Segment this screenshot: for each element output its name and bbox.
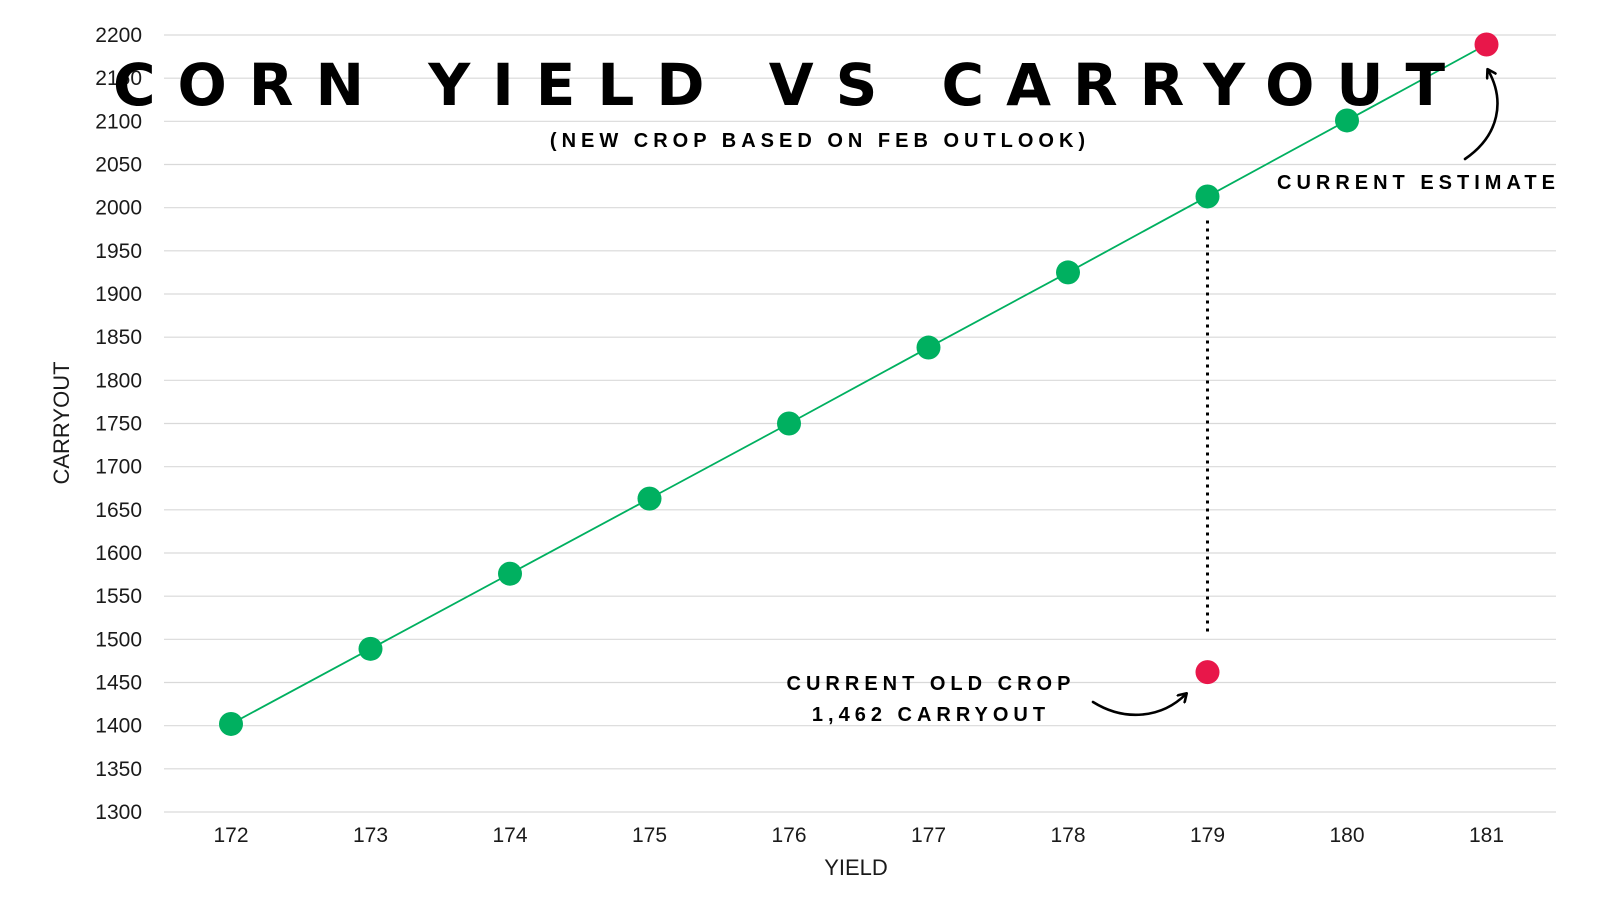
- y-tick-label: 1850: [95, 326, 142, 349]
- current-estimate-label: CURRENT ESTIMATE: [1277, 172, 1560, 194]
- old-crop-label-line1: CURRENT OLD CROP: [787, 673, 1076, 695]
- y-tick-label: 1450: [95, 672, 142, 695]
- y-tick-label: 2000: [95, 197, 142, 220]
- current-estimate-arrow: [1463, 70, 1499, 161]
- y-tick-label: 1500: [95, 628, 142, 651]
- x-axis-ticks: 172 173 174 175 176 177 178 179 180 181: [213, 824, 1504, 847]
- data-points: [219, 32, 1499, 736]
- x-axis-label: YIELD: [824, 855, 888, 880]
- data-point: [777, 411, 801, 436]
- current-estimate-point: [1474, 32, 1499, 57]
- gridlines: [164, 34, 1556, 813]
- y-tick-label: 2050: [95, 154, 142, 177]
- y-tick-label: 2100: [95, 110, 142, 133]
- y-tick-label: 1350: [95, 758, 142, 781]
- data-point: [219, 711, 243, 736]
- y-tick-label: 1900: [95, 283, 142, 306]
- y-tick-label: 1300: [95, 801, 142, 824]
- old-crop-label-line2: 1,462 CARRYOUT: [812, 704, 1050, 726]
- x-tick-label: 178: [1050, 824, 1085, 847]
- x-tick-label: 177: [911, 824, 946, 847]
- y-tick-label: 1550: [95, 585, 142, 608]
- old-crop-point: [1195, 660, 1220, 685]
- data-point: [637, 486, 662, 511]
- data-point: [1195, 184, 1220, 209]
- data-point: [498, 561, 522, 586]
- x-tick-label: 174: [492, 824, 527, 847]
- y-axis-ticks: 1300 1350 1400 1450 1500 1550 1600 1650 1700 1750…: [95, 24, 142, 824]
- x-tick-label: 179: [1190, 824, 1225, 847]
- old-crop-arrow: [1091, 694, 1186, 717]
- x-tick-label: 176: [771, 824, 806, 847]
- y-tick-label: 2200: [95, 24, 142, 47]
- x-tick-label: 180: [1329, 824, 1364, 847]
- x-tick-label: 175: [632, 824, 667, 847]
- y-tick-label: 1400: [95, 715, 142, 738]
- data-point: [916, 335, 941, 360]
- series-line: [230, 43, 1487, 725]
- chart-title: CORN YIELD VS CARRYOUT: [113, 51, 1467, 119]
- x-tick-label: 181: [1469, 824, 1504, 847]
- data-point: [1335, 108, 1359, 133]
- y-tick-label: 2150: [95, 67, 142, 90]
- y-tick-label: 1600: [95, 542, 142, 565]
- data-point: [358, 636, 383, 661]
- y-tick-label: 1800: [95, 369, 142, 392]
- y-tick-label: 1700: [95, 456, 142, 479]
- x-tick-label: 172: [213, 824, 248, 847]
- y-tick-label: 1950: [95, 240, 142, 263]
- data-point: [1056, 260, 1080, 285]
- y-axis-label: CARRYOUT: [49, 361, 74, 484]
- x-tick-label: 173: [353, 824, 388, 847]
- y-tick-label: 1650: [95, 499, 142, 522]
- chart-subtitle: (NEW CROP BASED ON FEB OUTLOOK): [550, 130, 1090, 152]
- y-tick-label: 1750: [95, 413, 142, 436]
